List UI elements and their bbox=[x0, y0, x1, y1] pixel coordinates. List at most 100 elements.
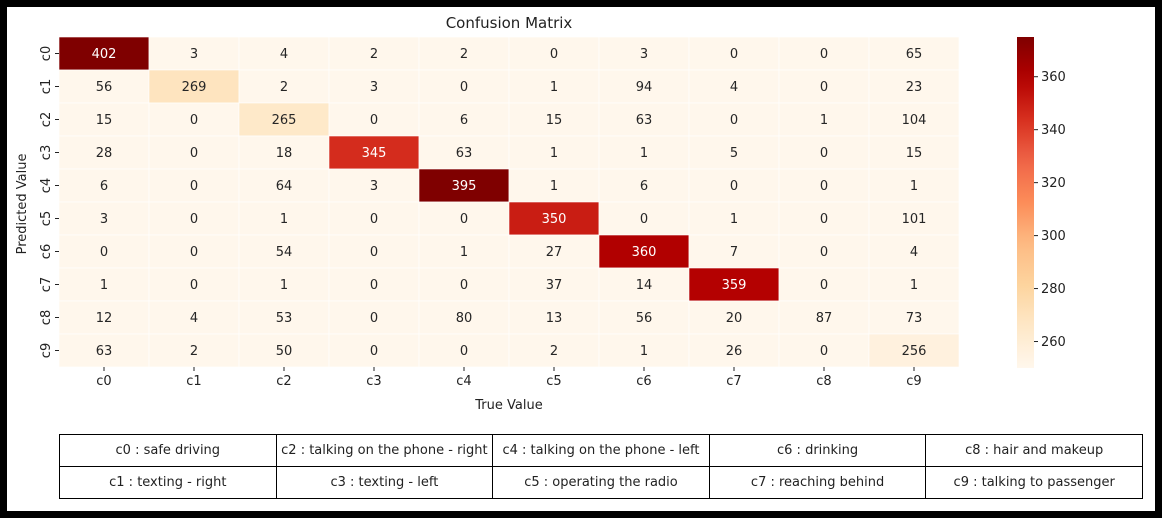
heatmap-cell bbox=[688, 36, 780, 71]
y-tick-label: c4 bbox=[39, 178, 54, 193]
heatmap-cell-value: 2 bbox=[460, 47, 468, 62]
heatmap-cell bbox=[688, 267, 780, 302]
heatmap-cell-value: 4 bbox=[730, 80, 738, 95]
heatmap-cell-value: 2 bbox=[190, 344, 198, 359]
heatmap-cell-value: 50 bbox=[276, 344, 293, 359]
legend-cell: c1 : texting - right bbox=[59, 466, 277, 499]
heatmap-cell bbox=[508, 234, 600, 269]
legend-cell: c7 : reaching behind bbox=[708, 466, 927, 499]
heatmap-cell-value: 256 bbox=[902, 344, 927, 359]
heatmap-cell-value: 18 bbox=[276, 146, 293, 161]
heatmap-cell bbox=[418, 267, 510, 302]
heatmap-cell bbox=[328, 267, 420, 302]
heatmap-cell-value: 1 bbox=[910, 278, 918, 293]
legend-row: c1 : texting - right c3 : texting - left c… bbox=[59, 466, 1143, 499]
legend-cell: c3 : texting - left bbox=[275, 466, 494, 499]
y-tick-label: c5 bbox=[39, 211, 54, 226]
heatmap-cell-value: 395 bbox=[452, 179, 477, 194]
heatmap-cell bbox=[508, 135, 600, 170]
heatmap-cell-value: 1 bbox=[550, 146, 558, 161]
heatmap-cell-value: 0 bbox=[640, 212, 648, 227]
heatmap-cell-value: 350 bbox=[542, 212, 567, 227]
heatmap-cell bbox=[418, 300, 510, 335]
heatmap-cell-value: 4 bbox=[280, 47, 288, 62]
heatmap-cell bbox=[598, 168, 690, 203]
heatmap-cell-value: 1 bbox=[460, 245, 468, 260]
heatmap-cell-value: 0 bbox=[370, 278, 378, 293]
y-tick-label: c7 bbox=[39, 277, 54, 292]
heatmap-cell-value: 4 bbox=[910, 245, 918, 260]
heatmap-cell-value: 0 bbox=[460, 212, 468, 227]
heatmap-cell bbox=[598, 333, 690, 368]
heatmap-cell bbox=[778, 333, 870, 368]
heatmap-cell-value: 0 bbox=[820, 179, 828, 194]
x-axis-label: True Value bbox=[474, 398, 542, 413]
heatmap-cell-value: 87 bbox=[816, 311, 833, 326]
heatmap-cell bbox=[418, 36, 510, 71]
heatmap-cell-value: 1 bbox=[280, 278, 288, 293]
heatmap-cell-value: 2 bbox=[550, 344, 558, 359]
heatmap-cell-value: 101 bbox=[902, 212, 927, 227]
heatmap-cell bbox=[778, 267, 870, 302]
x-axis-ticks: c0 c1 c2 c3 c4 c5 c6 c7 c8 c9 bbox=[96, 367, 922, 389]
heatmap-cell-value: 402 bbox=[92, 47, 117, 62]
colorbar-tick-label: 260 bbox=[1041, 335, 1066, 350]
colorbar: 260 280 300 320 340 360 bbox=[1017, 37, 1066, 368]
heatmap-cell-value: 23 bbox=[906, 80, 923, 95]
heatmap-cell-value: 15 bbox=[906, 146, 923, 161]
heatmap-cell bbox=[328, 201, 420, 236]
heatmap-cell bbox=[58, 135, 150, 170]
heatmap-cell bbox=[148, 333, 240, 368]
heatmap-cell-value: 1 bbox=[550, 80, 558, 95]
heatmap-cell bbox=[238, 300, 330, 335]
heatmap-cell bbox=[148, 69, 240, 104]
y-tick-label: c0 bbox=[39, 46, 54, 61]
heatmap-cell bbox=[238, 201, 330, 236]
heatmap-cell bbox=[58, 333, 150, 368]
heatmap-cell bbox=[778, 102, 870, 137]
x-tick-label: c3 bbox=[366, 374, 381, 389]
heatmap-cell-value: 0 bbox=[820, 146, 828, 161]
x-tick-label: c9 bbox=[906, 374, 921, 389]
colorbar-tick-label: 280 bbox=[1041, 282, 1066, 297]
heatmap-cell-value: 0 bbox=[820, 344, 828, 359]
legend-cell: c5 : operating the radio bbox=[492, 466, 710, 499]
heatmap-cell bbox=[238, 267, 330, 302]
heatmap-cell-value: 0 bbox=[190, 113, 198, 128]
heatmap-cell-value: 0 bbox=[460, 80, 468, 95]
heatmap-cell-value: 15 bbox=[546, 113, 563, 128]
heatmap-cell bbox=[238, 69, 330, 104]
heatmap-cell-value: 0 bbox=[190, 146, 198, 161]
heatmap-cell bbox=[418, 135, 510, 170]
heatmap-cell-value: 13 bbox=[546, 311, 563, 326]
heatmap-cell bbox=[688, 168, 780, 203]
legend-row: c0 : safe driving c2 : talking on the pho… bbox=[59, 434, 1143, 467]
heatmap-cell-value: 0 bbox=[460, 344, 468, 359]
legend-cell: c6 : drinking bbox=[708, 434, 927, 467]
heatmap-cell bbox=[778, 300, 870, 335]
colorbar-gradient bbox=[1017, 37, 1034, 368]
heatmap-cell-value: 0 bbox=[820, 212, 828, 227]
heatmap-cell-value: 0 bbox=[820, 47, 828, 62]
heatmap-cell-value: 94 bbox=[636, 80, 653, 95]
heatmap-cell-value: 0 bbox=[820, 245, 828, 260]
heatmap-cell bbox=[508, 168, 600, 203]
legend-cell: c9 : talking to passenger bbox=[925, 466, 1143, 499]
y-tick-label: c6 bbox=[39, 244, 54, 259]
x-tick-label: c7 bbox=[726, 374, 741, 389]
heatmap-cell-value: 265 bbox=[272, 113, 297, 128]
chart-title: Confusion Matrix bbox=[446, 14, 573, 32]
heatmap-cell-value: 0 bbox=[190, 179, 198, 194]
heatmap-cell bbox=[148, 102, 240, 137]
heatmap-cell-value: 1 bbox=[730, 212, 738, 227]
heatmap-cell-value: 0 bbox=[550, 47, 558, 62]
heatmap-cell-value: 63 bbox=[96, 344, 113, 359]
heatmap-cell bbox=[598, 300, 690, 335]
heatmap-cell bbox=[688, 69, 780, 104]
heatmap-cell bbox=[508, 36, 600, 71]
heatmap-cell bbox=[508, 267, 600, 302]
heatmap-cell bbox=[58, 102, 150, 137]
x-tick-label: c4 bbox=[456, 374, 471, 389]
heatmap-cell-value: 4 bbox=[190, 311, 198, 326]
